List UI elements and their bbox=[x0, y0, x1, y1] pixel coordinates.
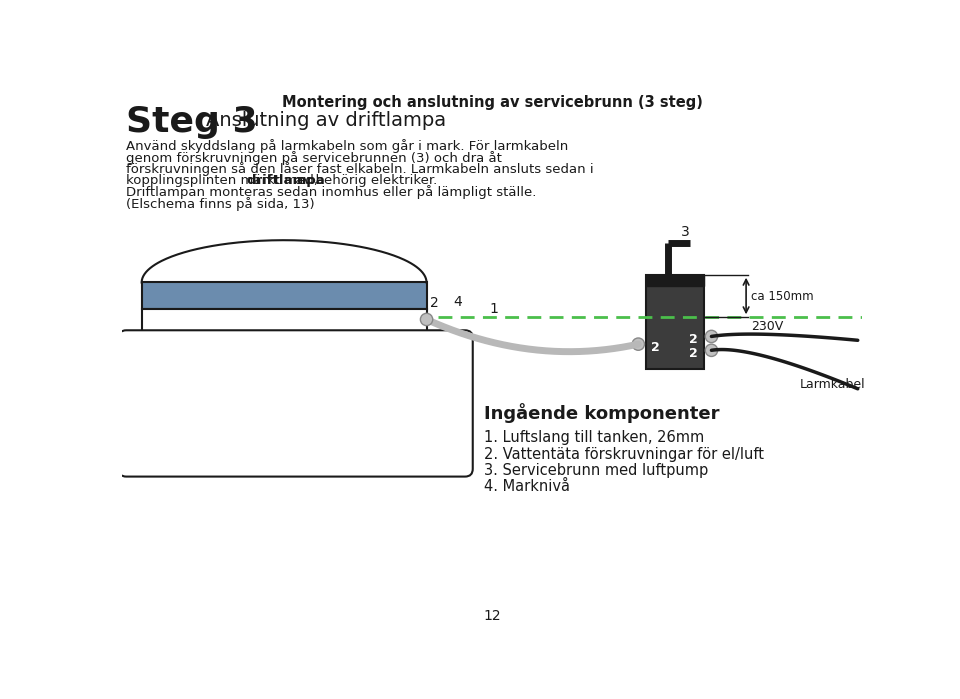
Text: 4. Marknivå: 4. Marknivå bbox=[484, 479, 570, 494]
FancyBboxPatch shape bbox=[118, 331, 472, 477]
Bar bbox=[142, 310, 426, 338]
Text: förskruvningen så den låser fast elkabeln. Larmkabeln ansluts sedan i: förskruvningen så den låser fast elkabel… bbox=[127, 162, 594, 176]
Text: genom förskruvningen på servicebrunnen (3) och dra åt: genom förskruvningen på servicebrunnen (… bbox=[127, 151, 502, 165]
Circle shape bbox=[706, 331, 718, 343]
Text: 2: 2 bbox=[651, 340, 660, 354]
Bar bbox=[142, 282, 426, 310]
Text: 3: 3 bbox=[681, 225, 689, 240]
Text: 4: 4 bbox=[453, 296, 463, 310]
Bar bbox=[646, 275, 704, 286]
Circle shape bbox=[706, 344, 718, 356]
Text: 3. Servicebrunn med luftpump: 3. Servicebrunn med luftpump bbox=[484, 463, 708, 477]
Text: kopplingsplinten märkt med,: kopplingsplinten märkt med, bbox=[127, 174, 323, 187]
Text: 1: 1 bbox=[490, 301, 498, 316]
Text: 1. Luftslang till tanken, 26mm: 1. Luftslang till tanken, 26mm bbox=[484, 431, 705, 445]
Text: 12: 12 bbox=[483, 609, 501, 623]
Text: 2: 2 bbox=[430, 296, 439, 310]
Text: Larmkabel: Larmkabel bbox=[800, 378, 866, 391]
Text: Montering och anslutning av servicebrunn (3 steg): Montering och anslutning av servicebrunn… bbox=[281, 94, 703, 110]
Text: 2: 2 bbox=[688, 333, 697, 346]
Text: 2. Vattentäta förskruvningar för el/luft: 2. Vattentäta förskruvningar för el/luft bbox=[484, 447, 764, 461]
Text: 2: 2 bbox=[688, 347, 697, 360]
Circle shape bbox=[420, 313, 433, 326]
Text: Steg 3: Steg 3 bbox=[127, 106, 258, 139]
Circle shape bbox=[632, 338, 644, 350]
Text: Använd skyddslang på larmkabeln som går i mark. För larmkabeln: Använd skyddslang på larmkabeln som går … bbox=[127, 139, 568, 153]
Text: Anslutning av driftlampa: Anslutning av driftlampa bbox=[205, 111, 445, 130]
Text: 230V: 230V bbox=[752, 319, 783, 333]
Text: av behörig elektriker.: av behörig elektriker. bbox=[291, 174, 437, 187]
Text: ca 150mm: ca 150mm bbox=[752, 289, 814, 303]
Bar bbox=[646, 275, 704, 369]
Text: Ingående komponenter: Ingående komponenter bbox=[484, 403, 720, 424]
Text: driftlampa: driftlampa bbox=[246, 174, 324, 187]
Text: Driftlampan monteras sedan inomhus eller på lämpligt ställe.: Driftlampan monteras sedan inomhus eller… bbox=[127, 185, 537, 199]
Text: (Elschema finns på sida, 13): (Elschema finns på sida, 13) bbox=[127, 197, 315, 211]
